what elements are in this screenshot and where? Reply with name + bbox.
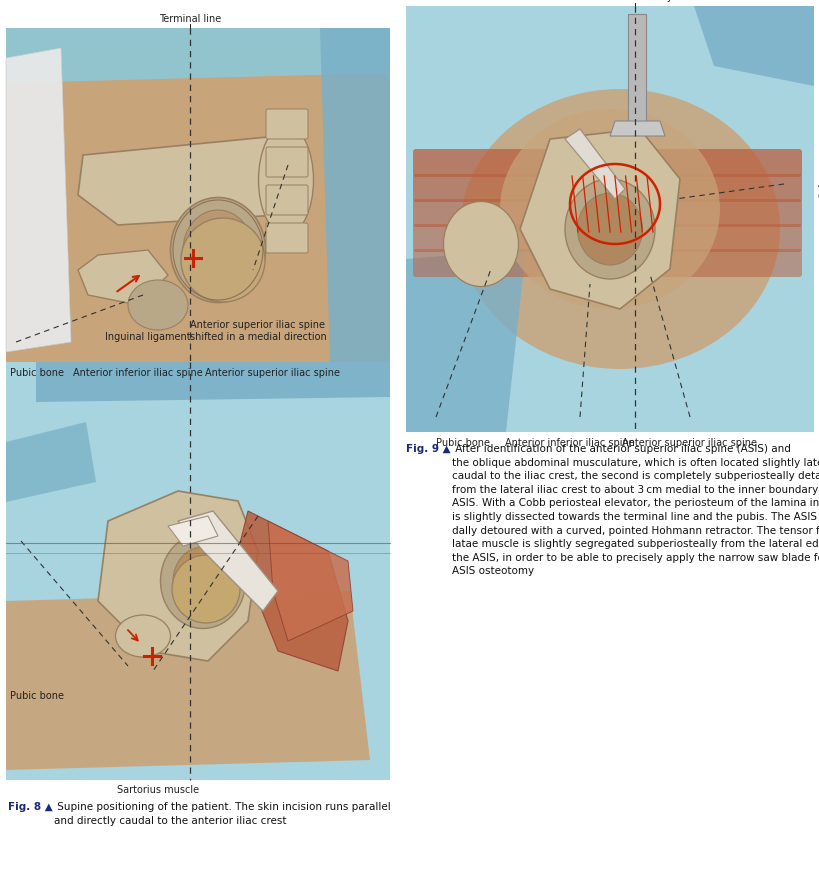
Bar (6, 362, 390, 780)
Ellipse shape (170, 198, 265, 302)
Text: Sartorius muscle: Sartorius muscle (117, 785, 199, 795)
Text: Iliac osteotomy: Iliac osteotomy (597, 0, 672, 2)
Polygon shape (519, 129, 679, 309)
FancyBboxPatch shape (413, 249, 801, 277)
Polygon shape (238, 511, 347, 671)
Text: Supine positioning of the patient. The skin incision runs parallel
and directly : Supine positioning of the patient. The s… (54, 802, 391, 826)
Polygon shape (6, 28, 390, 83)
Ellipse shape (459, 89, 779, 369)
Bar (6, 28, 390, 362)
Polygon shape (6, 591, 369, 770)
Ellipse shape (500, 109, 719, 309)
Text: Anterior superior iliac spine: Anterior superior iliac spine (622, 438, 757, 448)
Polygon shape (564, 129, 624, 199)
Polygon shape (36, 362, 390, 402)
Text: Pubic bone: Pubic bone (436, 438, 490, 448)
Text: Fig. 8 ▲: Fig. 8 ▲ (8, 802, 52, 812)
Polygon shape (78, 250, 168, 305)
Ellipse shape (183, 210, 253, 290)
Polygon shape (319, 28, 390, 362)
Ellipse shape (258, 125, 313, 235)
Polygon shape (78, 135, 308, 225)
Polygon shape (6, 48, 71, 352)
FancyBboxPatch shape (265, 109, 308, 139)
Bar (405, 6, 813, 432)
Text: Inguinal ligament: Inguinal ligament (105, 332, 191, 342)
Text: Fig. 9 ▲: Fig. 9 ▲ (405, 444, 450, 454)
Text: Anterior inferior iliac spine: Anterior inferior iliac spine (505, 438, 634, 448)
Circle shape (172, 555, 240, 623)
Text: Terminal line: Terminal line (159, 14, 221, 24)
Polygon shape (693, 6, 813, 86)
FancyBboxPatch shape (413, 174, 801, 202)
Ellipse shape (443, 201, 518, 287)
Ellipse shape (577, 193, 642, 265)
Ellipse shape (128, 280, 188, 330)
Polygon shape (6, 422, 96, 502)
Circle shape (181, 218, 265, 302)
Polygon shape (268, 521, 352, 641)
Text: After identification of the anterior superior iliac spine (ASIS) and
the oblique: After identification of the anterior sup… (451, 444, 819, 577)
Ellipse shape (161, 534, 245, 629)
Text: Pubic bone: Pubic bone (10, 691, 64, 701)
FancyBboxPatch shape (413, 149, 801, 177)
Text: Pubic bone: Pubic bone (10, 368, 64, 378)
FancyBboxPatch shape (413, 199, 801, 227)
Ellipse shape (564, 179, 654, 279)
FancyBboxPatch shape (413, 224, 801, 252)
Polygon shape (168, 516, 218, 546)
Ellipse shape (173, 547, 233, 615)
Text: Anterior superior iliac spine
shifted in a medial direction: Anterior superior iliac spine shifted in… (189, 320, 326, 342)
Text: Anterior superior iliac spine: Anterior superior iliac spine (206, 368, 340, 378)
Polygon shape (405, 249, 525, 432)
Text: Anterior inferior iliac spine: Anterior inferior iliac spine (73, 368, 202, 378)
Bar (627, 14, 645, 129)
FancyBboxPatch shape (265, 147, 308, 177)
Polygon shape (609, 121, 664, 136)
Text: Abdominal external
oblique muscle: Abdominal external oblique muscle (817, 179, 819, 201)
Polygon shape (178, 511, 278, 611)
Ellipse shape (115, 615, 170, 657)
FancyBboxPatch shape (265, 223, 308, 253)
FancyBboxPatch shape (265, 185, 308, 215)
Polygon shape (98, 491, 258, 661)
